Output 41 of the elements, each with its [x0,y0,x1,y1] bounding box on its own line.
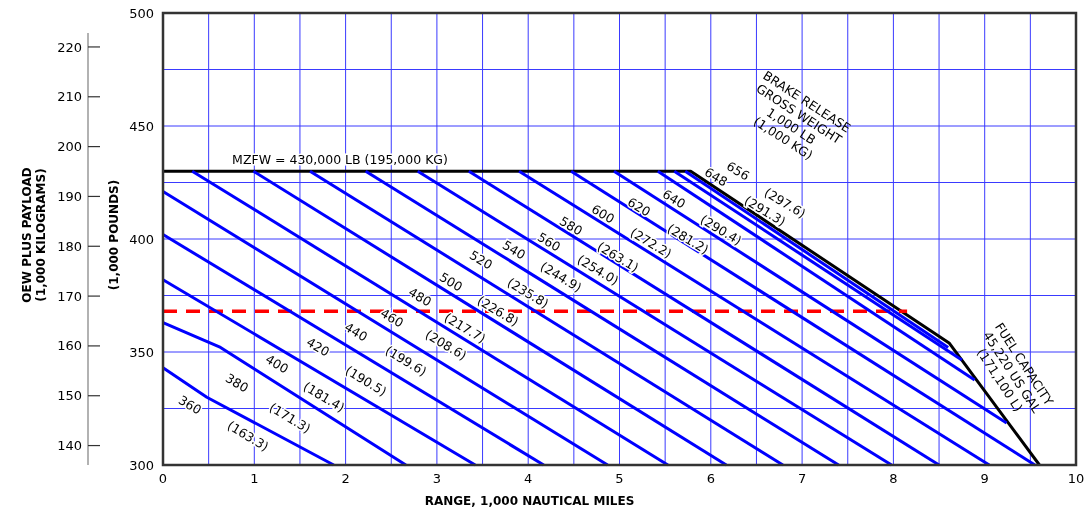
x-tick-label: 0 [158,471,168,486]
y2-tick-label: 150 [57,388,82,404]
y2-tick-label: 190 [57,188,82,204]
y-axis-title: (1,000 POUNDS) [107,179,122,291]
y2-tick-label: 140 [57,438,82,454]
y2-tick-label: 170 [57,288,82,304]
annotation: 520 [466,247,496,273]
annotation: 420 [303,334,333,360]
annotation: 620 [624,194,654,220]
y-tick-label: 400 [129,231,154,247]
x-tick-label: 8 [889,471,898,486]
y-tick-label: 350 [129,344,154,360]
annotation: 640 [659,186,689,212]
annotation: 440 [341,319,371,345]
y2-tick-label: 160 [57,338,82,354]
x-tick-label: 9 [980,471,989,486]
x-axis-title: RANGE, 1,000 NAUTICAL MILES [424,494,635,508]
annotation: 460 [377,305,407,331]
x-tick-label: 7 [797,471,807,486]
annotation: 480 [405,284,435,310]
y2-tick-label: 220 [57,39,82,55]
y-tick-label: 300 [129,457,154,473]
x-tick-label: 5 [615,471,624,486]
annotation: 380 [222,370,252,396]
x-tick-label: 6 [706,471,715,486]
x-tick-label: 10 [1067,471,1085,486]
annotation: 400 [262,351,292,377]
y2-tick-label: 200 [57,139,82,155]
x-tick-label: 2 [341,471,350,486]
y-tick-label: 450 [129,118,154,134]
y-tick-label: 500 [129,5,154,21]
annotation: 600 [588,201,618,227]
annotation: 540 [499,237,529,263]
y2-tick-label: 210 [57,89,82,105]
annotation: 500 [436,269,466,295]
y2-axis-title: OEW PLUS PAYLOAD (1,000 KILOGRAMS) [20,167,49,303]
x-tick-label: 4 [524,471,533,486]
annotation: 360 [175,392,205,418]
x-tick-label: 3 [432,471,442,486]
x-tick-label: 1 [250,471,259,486]
y2-tick-label: 180 [57,238,82,254]
